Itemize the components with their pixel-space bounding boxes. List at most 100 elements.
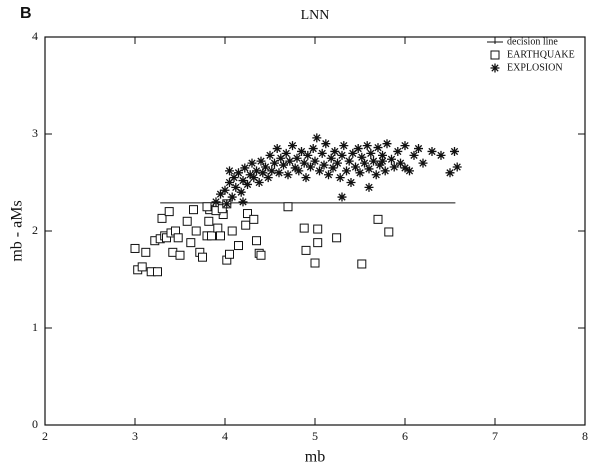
explosion-point [326, 153, 336, 163]
legend-label: decision line [507, 36, 558, 47]
earthquake-point [175, 250, 185, 260]
earthquake-point [373, 214, 383, 224]
explosion-point [216, 189, 225, 199]
explosion-point [292, 153, 302, 163]
explosion-point [303, 150, 313, 160]
explosion-point [231, 182, 241, 192]
explosion-point [297, 146, 306, 156]
explosion-point [220, 185, 230, 195]
explosion-point [364, 182, 374, 192]
explosion-point [234, 168, 243, 178]
y-tick-label: 1 [32, 320, 38, 334]
earthquake-point [198, 252, 207, 262]
explosion-point [310, 156, 320, 166]
explosion-point [265, 150, 275, 160]
explosion-point [238, 176, 248, 186]
explosion-point [308, 144, 318, 154]
earthquake-point [141, 247, 151, 257]
explosion-point [450, 146, 459, 156]
explosion-point [306, 162, 315, 172]
explosion-point [258, 168, 268, 178]
explosion-point [290, 163, 300, 173]
explosion-point [427, 146, 437, 156]
explosion-point [247, 158, 257, 168]
earthquake-point [164, 207, 174, 217]
chart-title: LNN [301, 8, 330, 23]
x-tick-label: 5 [312, 429, 318, 443]
y-tick-label: 4 [32, 29, 38, 43]
explosion-point [445, 168, 455, 178]
explosion-point [256, 156, 266, 166]
y-tick-label: 2 [32, 223, 38, 237]
explosion-point [378, 156, 387, 166]
explosion-point [409, 150, 419, 160]
explosion-point [299, 158, 309, 168]
legend-square [490, 50, 500, 60]
x-tick-label: 2 [42, 429, 48, 443]
explosion-point [240, 163, 250, 173]
explosion-point [225, 178, 234, 187]
explosion-point [373, 143, 383, 153]
earthquake-point [157, 213, 167, 223]
explosion-point [378, 150, 387, 160]
explosion-point [418, 158, 428, 168]
explosion-point [371, 170, 381, 180]
explosion-point [375, 160, 385, 170]
explosion-point [357, 152, 367, 162]
earthquake-point [186, 238, 196, 248]
earthquake-point [299, 223, 309, 233]
earthquake-point [189, 205, 198, 215]
earthquake-point [182, 216, 192, 226]
explosion-point [330, 146, 340, 156]
legend-label: EARTHQUAKE [507, 49, 575, 60]
explosion-point [344, 156, 354, 166]
explosion-point [312, 133, 322, 143]
earthquake-point [332, 233, 342, 243]
explosion-point [285, 156, 295, 166]
explosion-point [254, 178, 264, 187]
explosion-point [315, 166, 324, 176]
earthquake-point [213, 223, 223, 233]
explosion-point [288, 141, 297, 151]
explosion-point [245, 170, 255, 180]
explosion-point [337, 150, 347, 160]
earthquake-point [249, 214, 259, 224]
explosion-point [236, 187, 246, 197]
explosion-point [414, 144, 423, 154]
explosion-point [382, 139, 392, 149]
earthquake-point [243, 209, 252, 219]
explosion-point [252, 166, 261, 176]
y-axis-label: mb - aMs [9, 200, 26, 261]
explosion-point [328, 163, 338, 173]
earthquake-point [301, 245, 311, 255]
explosion-point [351, 162, 360, 172]
x-tick-label: 4 [222, 429, 228, 443]
explosion-point [243, 179, 252, 189]
explosion-point [319, 160, 329, 170]
legend-label: EXPLOSION [507, 62, 563, 73]
earthquake-point [283, 202, 293, 212]
explosion-point [339, 141, 349, 151]
explosion-point [222, 199, 232, 209]
earthquake-point [234, 241, 243, 251]
y-tick-label: 0 [32, 417, 38, 431]
earthquake-point [225, 249, 234, 259]
explosion-point [389, 162, 399, 172]
earthquake-point [207, 231, 216, 241]
x-tick-label: 3 [132, 429, 138, 443]
explosion-point [364, 164, 374, 174]
explosion-point [387, 154, 396, 164]
legend-asterisk [490, 63, 500, 73]
explosion-point [227, 192, 237, 202]
earthquake-point [191, 226, 201, 236]
explosion-point [301, 173, 311, 183]
explosion-point [321, 139, 331, 149]
earthquake-point [252, 236, 261, 246]
earthquake-point [153, 267, 162, 277]
earthquake-point [130, 243, 140, 253]
y-tick-label: 3 [32, 126, 38, 140]
explosion-point [270, 158, 279, 168]
explosion-point [317, 148, 327, 158]
explosion-point [335, 173, 345, 183]
